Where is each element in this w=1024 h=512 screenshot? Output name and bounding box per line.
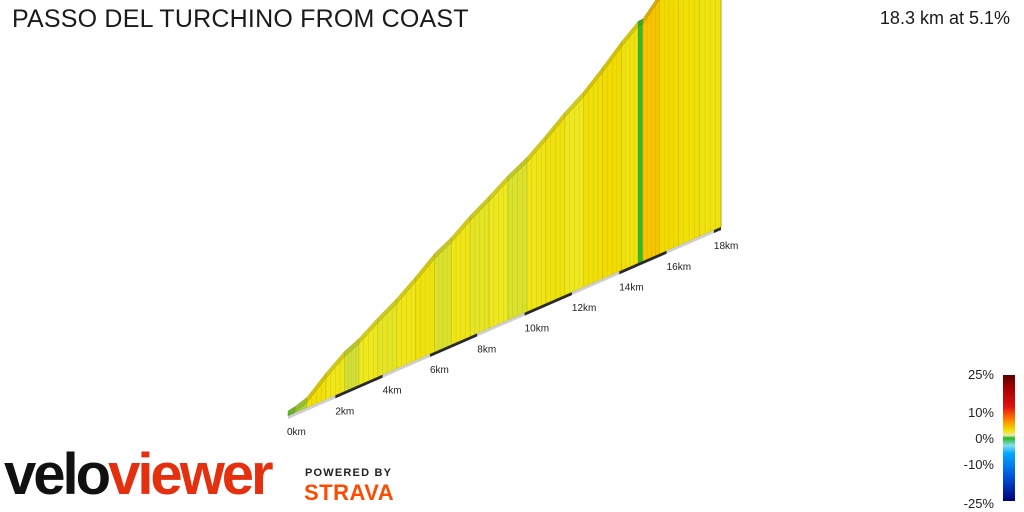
chart-title: PASSO DEL TURCHINO FROM COAST	[12, 5, 469, 33]
veloviewer-logo: veloviewer	[4, 442, 274, 507]
axis-band	[288, 395, 336, 419]
legend-label-10: 10%	[967, 405, 994, 420]
axis-band	[571, 271, 620, 296]
axis-band	[382, 354, 430, 378]
powered-by-label: POWERED BY	[305, 467, 393, 479]
strava-logo: STRAVA	[304, 480, 395, 505]
x-tick-label: 8km	[477, 344, 496, 355]
axis-band	[335, 374, 383, 399]
climb-summary: 18.3 km at 5.1%	[879, 8, 1010, 28]
x-tick-label: 4km	[383, 386, 402, 397]
axis-band	[429, 333, 478, 358]
distance-axis: 0km 2km 4km 6km 8km 10km 12km 14km 16km 18km	[287, 227, 738, 438]
x-tick-label: 2km	[335, 406, 354, 417]
legend-label-minus25: -25%	[963, 496, 994, 511]
x-tick-label: 18km	[714, 241, 738, 252]
gradient-legend-bar	[1003, 375, 1015, 501]
x-tick-label: 12km	[572, 303, 596, 314]
legend-label-0: 0%	[975, 431, 994, 446]
x-tick-label: 16km	[667, 262, 691, 273]
axis-band	[713, 227, 721, 234]
axis-band	[477, 312, 525, 337]
x-tick-label: 14km	[619, 282, 643, 293]
axis-band	[619, 250, 667, 275]
x-tick-label: 0km	[287, 427, 306, 438]
profile-walls	[287, 0, 722, 417]
axis-band	[524, 292, 572, 316]
axis-band	[666, 230, 714, 254]
legend-label-25: 25%	[967, 367, 994, 382]
legend-label-minus10: -10%	[963, 457, 994, 472]
x-tick-label: 10km	[525, 324, 549, 335]
x-tick-label: 6km	[430, 365, 449, 376]
